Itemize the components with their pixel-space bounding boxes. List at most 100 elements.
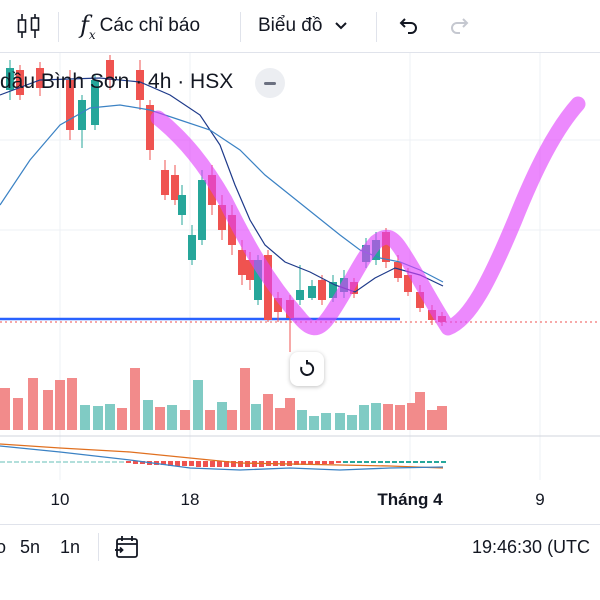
candle-body [254, 260, 262, 300]
volume-bar [180, 410, 190, 430]
oscillator-bar [385, 461, 390, 463]
candles [6, 55, 446, 352]
reset-chart-button[interactable] [290, 352, 324, 386]
chevron-down-icon [335, 22, 348, 30]
volume-bar [80, 405, 90, 430]
candle-body [296, 290, 304, 300]
volume-bar [251, 404, 261, 430]
candle-body [136, 70, 144, 100]
volume-bar [240, 368, 250, 430]
volume-bar [263, 394, 273, 430]
oscillator-bar [329, 461, 334, 464]
x-axis-label: Tháng 4 [377, 490, 443, 509]
candle-body [161, 170, 169, 195]
oscillator-bar [189, 461, 194, 466]
oscillator-bar [7, 461, 12, 463]
volume-bar [321, 413, 331, 430]
oscillator-bar [308, 461, 313, 465]
oscillator-bar [238, 461, 243, 467]
candles-icon[interactable] [14, 0, 44, 52]
oscillator-bar [392, 461, 397, 463]
toolbar-divider [240, 12, 241, 42]
collapse-legend-button[interactable] [255, 68, 285, 98]
candle-body [404, 275, 412, 292]
candle-body [318, 280, 326, 300]
volume-bar [43, 390, 53, 430]
oscillator-bar [133, 461, 138, 464]
oscillator-bar [343, 461, 348, 463]
range-1d-button[interactable]: 1n [60, 536, 81, 557]
oscillator-bar [231, 461, 236, 467]
oscillator-bar [91, 461, 96, 463]
reset-icon [300, 360, 315, 376]
moving-average-fast [0, 77, 444, 293]
volume-bar [347, 415, 357, 430]
volume-bars [0, 368, 447, 430]
volume-bar [193, 380, 203, 430]
oscillator-bar [21, 461, 26, 463]
oscillator-bar [42, 461, 47, 463]
volume-bar [407, 403, 417, 430]
volume-bar [0, 388, 10, 430]
toolbar-divider [376, 12, 377, 42]
candle-body [6, 68, 14, 90]
price-chart[interactable] [0, 53, 600, 523]
volume-bar [227, 410, 237, 430]
symbol-legend[interactable]: dầu Bình Sơn · 4h · HSX [0, 70, 234, 93]
candle-body [36, 68, 44, 88]
candle-body [66, 80, 74, 130]
volume-bar [155, 407, 165, 430]
candle-body [416, 292, 424, 308]
volume-bar [55, 380, 65, 430]
oscillator-bar [84, 461, 89, 463]
oscillator-bar [14, 461, 19, 463]
candle-body [106, 60, 114, 80]
oscillator-bar [217, 461, 222, 467]
candle-body [178, 195, 186, 215]
oscillator-bar [434, 461, 439, 463]
oscillator-bar [182, 461, 187, 466]
chart-type-button[interactable]: Biểu đồ [258, 0, 350, 52]
candle-body [218, 205, 226, 230]
redo-icon [451, 18, 469, 34]
oscillator-bar [161, 461, 166, 465]
toolbar-divider [98, 533, 99, 561]
oscillator-bar [357, 461, 362, 463]
oscillator [0, 443, 446, 471]
go-to-date-button[interactable] [114, 525, 140, 569]
chart-type-label: Biểu đồ [258, 15, 323, 36]
oscillator-bar [364, 461, 369, 463]
range-partial[interactable]: o [0, 536, 7, 557]
volume-bar [395, 405, 405, 430]
oscillator-bar [98, 461, 103, 463]
candle-body [146, 105, 154, 150]
volume-bar [371, 403, 381, 430]
candle-body [394, 262, 402, 278]
volume-bar [285, 398, 295, 430]
clock-time[interactable]: 19:46:30 (UTC [472, 536, 591, 557]
highlighter-drawing[interactable] [150, 96, 586, 336]
candle-body [91, 80, 99, 125]
undo-icon [399, 18, 417, 34]
oscillator-bar [245, 461, 250, 467]
oscillator-bar [224, 461, 229, 467]
volume-bar [105, 404, 115, 430]
volume-bar [437, 406, 447, 430]
oscillator-bar [406, 461, 411, 463]
x-axis-label: 10 [50, 490, 70, 509]
range-5d-button[interactable]: 5n [20, 536, 41, 557]
redo-button[interactable] [448, 0, 472, 52]
volume-bar [415, 392, 425, 430]
oscillator-bar [0, 461, 5, 463]
moving-average-slow [0, 104, 444, 283]
oscillator-bar [301, 461, 306, 465]
minus-icon [264, 81, 276, 85]
candle-body [382, 232, 390, 262]
candle-body [238, 250, 246, 275]
oscillator-bar [203, 461, 208, 467]
indicators-button[interactable]: fx Các chỉ báo [80, 0, 200, 52]
oscillator-bar [70, 461, 75, 463]
undo-button[interactable] [396, 0, 420, 52]
calendar-icon [115, 536, 138, 558]
toolbar-divider [58, 12, 59, 42]
